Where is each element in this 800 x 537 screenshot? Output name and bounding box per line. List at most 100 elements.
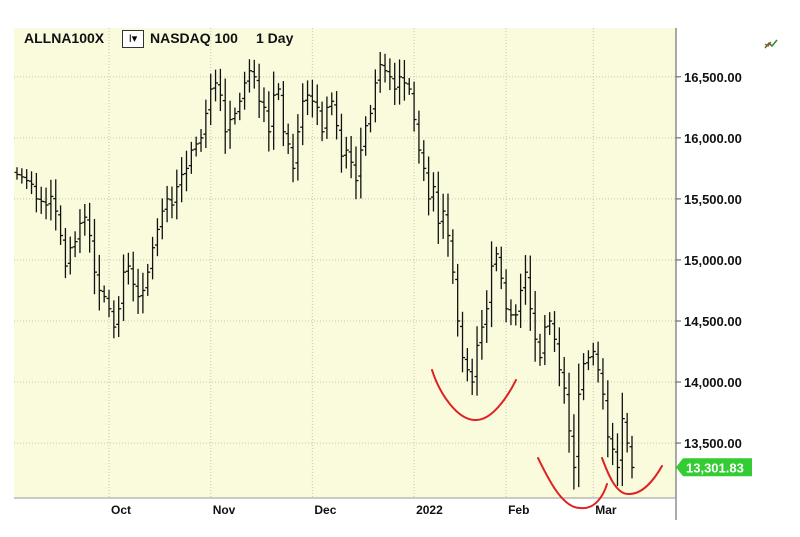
ohlc-bar xyxy=(547,312,553,336)
ohlc-bar xyxy=(140,272,146,314)
ohlc-bar xyxy=(290,133,296,183)
ohlc-bar xyxy=(397,59,403,105)
ohlc-bar xyxy=(479,310,485,360)
ohlc-bar xyxy=(58,205,64,245)
ohlc-bar xyxy=(150,236,156,280)
ohlc-bar xyxy=(590,342,596,366)
interval-label[interactable]: 1 Day xyxy=(256,30,294,46)
ohlc-bar xyxy=(111,300,117,339)
x-tick-label: Mar xyxy=(595,503,617,517)
ohlc-bar xyxy=(401,60,407,101)
x-tick-label: Nov xyxy=(213,503,236,517)
ohlc-bar xyxy=(484,290,490,343)
ohlc-bar xyxy=(256,63,262,119)
ohlc-bar xyxy=(237,92,243,121)
ohlc-bar xyxy=(82,203,88,236)
last-price-badge-shape xyxy=(676,458,752,477)
ohlc-bar xyxy=(193,136,199,157)
ohlc-bar xyxy=(145,263,151,296)
plot-background xyxy=(14,28,676,498)
ohlc-bar xyxy=(125,252,131,285)
ohlc-bar xyxy=(440,193,446,239)
ohlc-bar xyxy=(445,193,451,257)
ohlc-bar xyxy=(522,255,528,305)
ohlc-bar xyxy=(179,157,185,203)
ohlc-bar xyxy=(537,333,543,366)
ohlc-bar xyxy=(217,68,223,112)
ohlc-bar xyxy=(67,236,73,275)
ohlc-bar xyxy=(159,198,165,240)
ohlc-bar xyxy=(450,229,456,284)
ohlc-bar xyxy=(319,101,325,142)
ohlc-bar xyxy=(343,136,349,169)
ohlc-bar xyxy=(101,285,107,303)
ohlc-bar xyxy=(14,167,20,180)
ohlc-bar xyxy=(435,171,441,244)
ohlc-bar xyxy=(38,186,44,214)
ohlc-bar xyxy=(629,435,635,479)
ohlc-bar xyxy=(556,327,562,387)
annotation-curve-february xyxy=(537,457,608,510)
ohlc-bar xyxy=(334,91,340,140)
ohlc-bar xyxy=(576,363,582,488)
ohlc-bar xyxy=(72,231,78,258)
ohlc-bar xyxy=(174,169,180,220)
ohlc-bar xyxy=(338,113,344,173)
x-axis-ticks: Oct Nov Dec 2022 Feb Mar xyxy=(111,503,617,517)
y-tick-label: 16,000.00 xyxy=(684,131,742,146)
ohlc-bar xyxy=(460,311,466,373)
ohlc-bar xyxy=(24,169,30,189)
ohlc-bar xyxy=(503,269,509,323)
y-tick-label: 13,500.00 xyxy=(684,436,742,451)
ohlc-bar xyxy=(532,290,538,362)
y-axis-ticks: 13,500.00 14,000.00 14,500.00 15,000.00 15,5… xyxy=(676,70,742,451)
ohlc-bar xyxy=(96,254,102,311)
ohlc-bar xyxy=(222,78,228,154)
ohlc-bar xyxy=(571,414,577,490)
ohlc-bar xyxy=(464,347,470,382)
ohlc-bar xyxy=(430,172,436,212)
ohlc-bar xyxy=(513,304,519,326)
annotation-curve-january xyxy=(431,369,517,422)
ohlc-bar xyxy=(266,91,272,152)
x-tick-label: Oct xyxy=(111,503,131,517)
chart-settings-icon[interactable] xyxy=(764,38,778,50)
ohlc-bar xyxy=(610,422,616,466)
ohlc-bar xyxy=(33,173,39,213)
ohlc-bar xyxy=(392,62,398,105)
annotation-curve-march xyxy=(601,457,663,496)
ohlc-bar xyxy=(203,99,209,149)
ohlc-bar xyxy=(280,81,286,147)
ohlc-bar xyxy=(527,255,533,331)
ohlc-bar xyxy=(183,150,189,192)
ohlc-bar xyxy=(387,58,393,91)
ohlc-bar xyxy=(508,299,514,326)
ohlc-bar xyxy=(295,114,301,181)
ohlc-bar xyxy=(581,353,587,401)
ohlc-bar xyxy=(305,80,311,116)
chart-type-dropdown[interactable]: I▾ xyxy=(122,30,144,48)
ohlc-bar xyxy=(421,140,427,182)
ohlc-bar xyxy=(348,135,354,179)
ohlc-bar xyxy=(29,171,35,195)
ohlc-bar xyxy=(164,185,170,223)
ohlc-bar xyxy=(605,380,611,458)
ohlc-bar xyxy=(542,315,548,366)
ohlc-bar xyxy=(469,358,475,395)
ohlc-bar xyxy=(614,433,620,487)
y-tick-label: 15,000.00 xyxy=(684,253,742,268)
ohlc-bar xyxy=(62,228,68,279)
hand-drawn-annotations xyxy=(431,369,663,510)
ohlc-bar xyxy=(48,179,54,221)
ohlc-bar xyxy=(406,77,412,95)
ohlc-bar xyxy=(135,268,141,314)
ohlc-bar xyxy=(566,372,572,453)
ohlc-bar xyxy=(169,186,175,219)
ohlc-bar xyxy=(261,87,267,123)
ohlc-bar xyxy=(91,218,97,295)
x-tick-label: 2022 xyxy=(416,503,443,517)
ohlc-bar xyxy=(198,129,204,152)
ohlc-bar xyxy=(372,69,378,123)
x-tick-label: Feb xyxy=(508,503,529,517)
